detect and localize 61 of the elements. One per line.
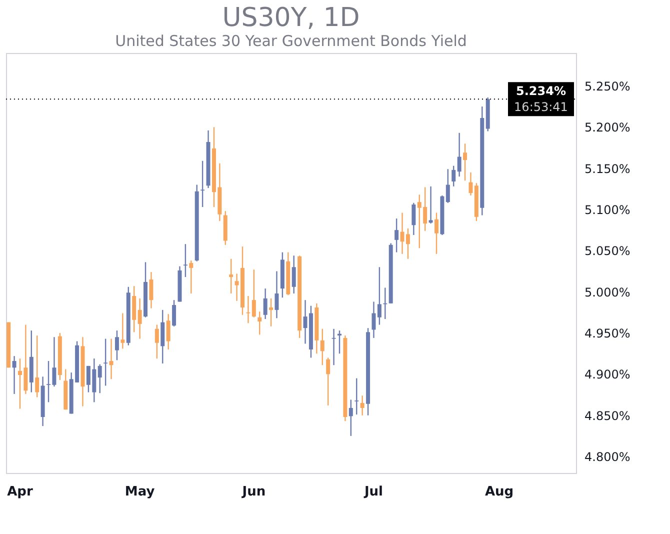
y-tick-label: 5.100% — [584, 202, 630, 217]
candlestick — [98, 364, 102, 394]
x-tick-label: Jun — [241, 484, 266, 500]
y-tick-label: 4.800% — [584, 450, 630, 464]
y-tick-label: 5.200% — [584, 120, 630, 135]
candlestick — [104, 338, 108, 386]
candlestick — [154, 324, 159, 360]
y-tick-label: 5.250% — [584, 79, 630, 94]
y-tick-label: 5.150% — [584, 162, 630, 176]
candlestick — [132, 285, 136, 333]
candlestick — [189, 260, 194, 294]
x-tick-label: May — [124, 484, 156, 500]
candlestick — [114, 330, 119, 361]
candlestick — [166, 313, 170, 350]
candlestick — [428, 186, 433, 224]
candlestick — [394, 218, 399, 253]
x-tick-label: Jul — [363, 484, 384, 500]
candlestick — [332, 328, 336, 366]
candlestick — [35, 334, 40, 398]
chart-title: US30Y, 1D — [222, 3, 360, 33]
candlestick — [412, 202, 416, 236]
candlestick — [326, 357, 330, 406]
x-tick-label: Apr — [7, 484, 34, 500]
candlestick — [338, 330, 342, 354]
y-tick-label: 5.050% — [584, 244, 630, 258]
candlestick — [360, 394, 364, 416]
candlestick — [457, 132, 462, 178]
candlestick — [120, 312, 125, 350]
candlestick — [463, 142, 468, 182]
candlestick — [200, 160, 205, 208]
candlestick — [354, 378, 359, 416]
candlestick — [269, 298, 274, 328]
y-tick-label: 4.950% — [584, 326, 630, 340]
candlestick — [263, 288, 268, 320]
candlestick — [274, 270, 279, 319]
candlestick — [292, 254, 296, 294]
candlestick — [320, 328, 324, 366]
candlestick — [138, 298, 142, 340]
candlestick — [183, 243, 188, 278]
candlestick — [372, 301, 376, 339]
candlestick — [377, 266, 382, 326]
candlestick — [446, 168, 450, 204]
candlestick — [109, 338, 114, 380]
annotation: 16:53:41 — [514, 100, 568, 114]
ref-line-label: 5.234% — [516, 84, 566, 98]
y-tick-label: 4.850% — [584, 408, 630, 423]
y-tick-label: 4.900% — [584, 368, 630, 382]
candlestick — [229, 258, 234, 294]
candlestick — [468, 172, 473, 196]
x-tick-label: Aug — [484, 484, 514, 500]
candlestick — [149, 271, 154, 309]
candlestick — [172, 299, 176, 328]
candlestick — [258, 310, 262, 336]
y-tick-label: 5.000% — [584, 285, 630, 300]
candlestick — [160, 309, 165, 364]
chart-subtitle: United States 30 Year Government Bonds Yield — [115, 32, 467, 50]
candlestick — [452, 165, 456, 188]
candlestick — [12, 355, 16, 395]
candlestick — [434, 212, 438, 255]
candlestick — [348, 399, 353, 437]
candlestick — [252, 268, 256, 318]
